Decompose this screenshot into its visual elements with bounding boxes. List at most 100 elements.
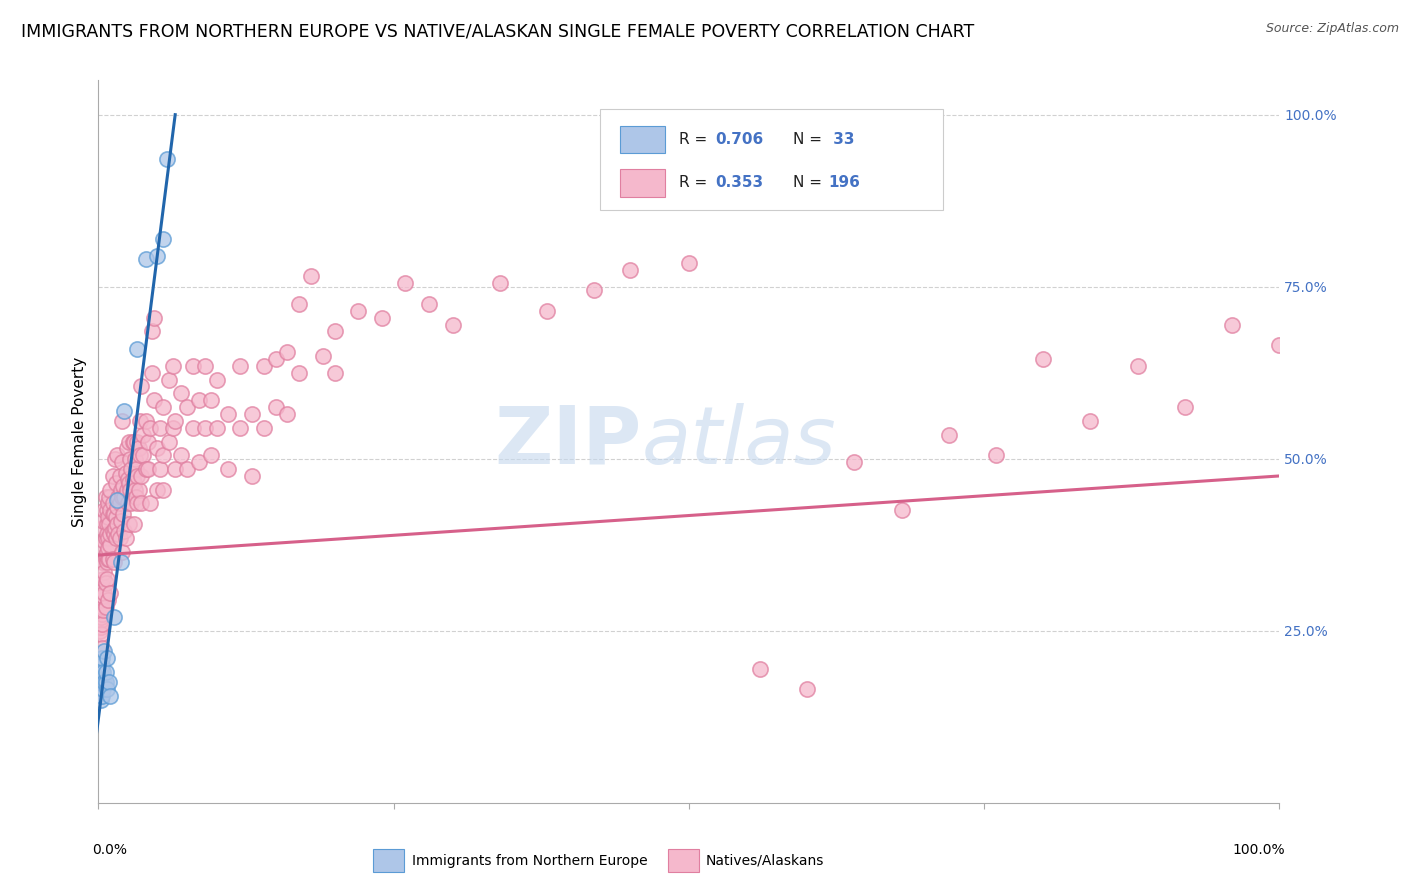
Point <box>93 566 115 580</box>
Point <box>90 682 112 697</box>
Point <box>200 448 222 462</box>
Point <box>118 475 141 490</box>
Point <box>97 541 120 556</box>
Point <box>90 658 112 673</box>
Text: 196: 196 <box>828 176 860 190</box>
Point <box>152 448 174 462</box>
Point <box>678 255 700 269</box>
Point <box>98 538 121 552</box>
Point <box>111 490 134 504</box>
Point <box>115 483 138 497</box>
FancyBboxPatch shape <box>620 126 665 153</box>
Point <box>90 614 112 628</box>
Point <box>114 531 136 545</box>
Point <box>90 627 112 641</box>
Point <box>91 541 114 556</box>
Point <box>110 483 132 497</box>
Point <box>139 421 162 435</box>
Point <box>105 517 128 532</box>
Point <box>91 616 114 631</box>
Y-axis label: Single Female Poverty: Single Female Poverty <box>72 357 87 526</box>
Point <box>112 403 135 417</box>
Text: N =: N = <box>793 132 827 147</box>
Point <box>93 644 115 658</box>
Point <box>89 607 111 621</box>
Point <box>124 483 146 497</box>
Point <box>90 689 112 703</box>
Point <box>120 451 142 466</box>
Point <box>217 462 239 476</box>
Text: atlas: atlas <box>641 402 837 481</box>
Point <box>127 496 149 510</box>
Text: R =: R = <box>679 176 713 190</box>
Point <box>107 527 129 541</box>
Point <box>157 434 180 449</box>
Point <box>93 675 115 690</box>
Point <box>176 462 198 476</box>
Point <box>112 490 135 504</box>
Point <box>108 531 131 545</box>
Point <box>114 466 136 480</box>
Point <box>91 590 114 604</box>
Point <box>96 682 118 697</box>
FancyBboxPatch shape <box>620 169 665 196</box>
Point <box>101 496 124 510</box>
Point <box>117 496 139 510</box>
Point <box>157 373 180 387</box>
Point <box>229 421 252 435</box>
Point <box>288 366 311 380</box>
Point <box>129 496 152 510</box>
Point <box>89 675 111 690</box>
Point <box>170 448 193 462</box>
Point <box>128 483 150 497</box>
Point <box>90 672 112 686</box>
Point <box>152 483 174 497</box>
Text: 0.706: 0.706 <box>714 132 763 147</box>
Point <box>94 675 117 690</box>
Point <box>181 421 204 435</box>
Point <box>229 359 252 373</box>
FancyBboxPatch shape <box>600 109 943 211</box>
Point <box>938 427 960 442</box>
Point <box>796 682 818 697</box>
Point <box>89 620 111 634</box>
Point <box>128 442 150 456</box>
Point <box>93 586 115 600</box>
Point <box>146 249 169 263</box>
Point <box>127 434 149 449</box>
Point <box>98 689 121 703</box>
Point <box>110 555 132 569</box>
Point <box>93 503 115 517</box>
Point <box>97 531 120 545</box>
Point <box>90 575 112 590</box>
Point <box>90 692 112 706</box>
Point <box>121 462 143 476</box>
Point <box>90 668 112 682</box>
Point <box>152 231 174 245</box>
Point <box>276 407 298 421</box>
Point <box>583 283 606 297</box>
Point <box>91 555 114 569</box>
Point <box>162 421 184 435</box>
Point <box>187 455 209 469</box>
Point <box>217 407 239 421</box>
Text: R =: R = <box>679 132 713 147</box>
Point <box>127 469 149 483</box>
Point <box>124 451 146 466</box>
Point <box>394 277 416 291</box>
Point <box>122 475 145 490</box>
Point <box>141 325 163 339</box>
Point <box>107 490 129 504</box>
Point <box>91 689 114 703</box>
Point <box>181 359 204 373</box>
Point <box>205 373 228 387</box>
Point <box>94 665 117 679</box>
Point <box>89 599 111 614</box>
Point <box>91 599 114 614</box>
Text: Natives/Alaskans: Natives/Alaskans <box>706 854 824 868</box>
Point <box>91 672 114 686</box>
Point <box>536 303 558 318</box>
Point <box>105 510 128 524</box>
Point <box>91 607 114 621</box>
Point <box>91 579 114 593</box>
